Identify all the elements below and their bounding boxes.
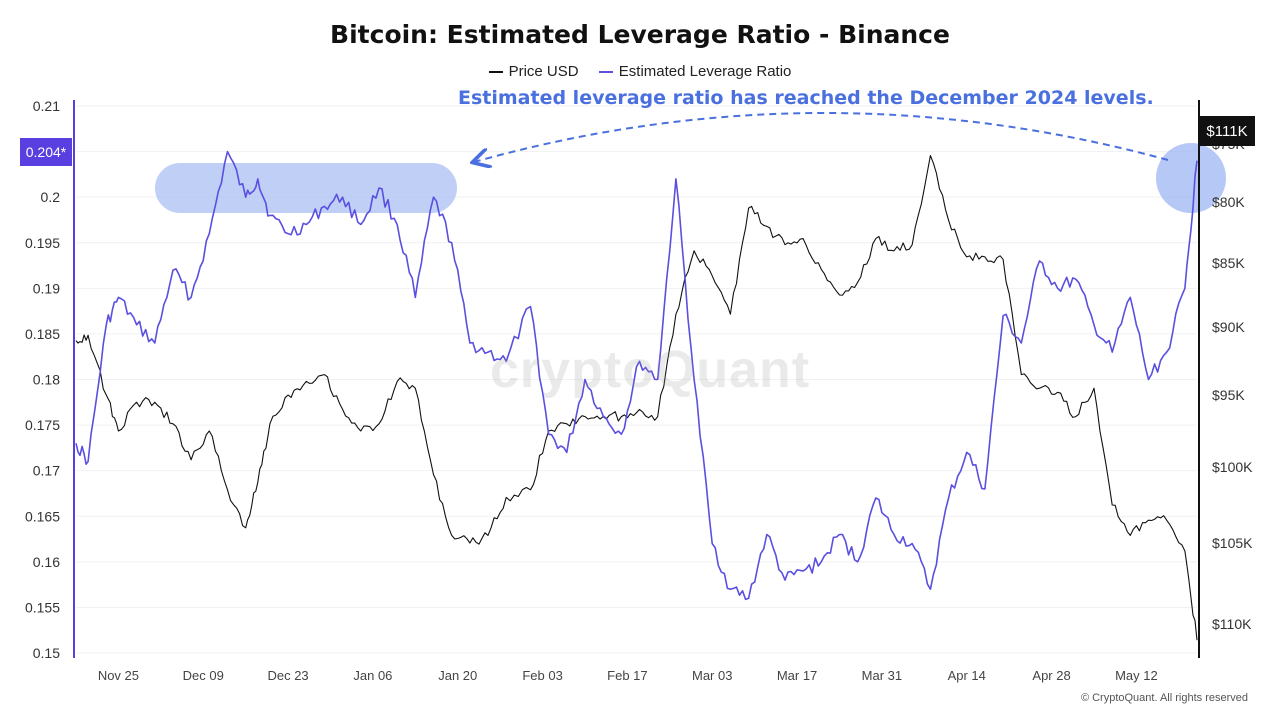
copyright-notice: © CryptoQuant. All rights reserved xyxy=(1080,692,1248,704)
x-tick-label: May 12 xyxy=(1115,668,1158,683)
x-tick-label: Jan 06 xyxy=(353,668,392,683)
left-tick-label: 0.155 xyxy=(25,599,60,615)
legend-swatch-price xyxy=(488,70,503,73)
x-tick-label: Mar 17 xyxy=(777,668,817,683)
series-line-leverage xyxy=(75,150,1198,601)
legend-item-price[interactable]: Price USD xyxy=(488,62,579,80)
annotation-arrow xyxy=(474,112,1169,162)
x-tick-label: Jan 20 xyxy=(438,668,477,683)
left-tick-label: 0.16 xyxy=(33,554,60,570)
series-line-price xyxy=(75,155,1198,641)
legend-item-leverage[interactable]: Estimated Leverage Ratio xyxy=(598,62,792,80)
x-tick-label: Dec 23 xyxy=(267,668,308,683)
legend: Price USD Estimated Leverage Ratio xyxy=(0,62,1280,80)
x-tick-label: Nov 25 xyxy=(98,668,139,683)
highlight-layer xyxy=(155,143,1226,213)
x-tick-label: Feb 03 xyxy=(522,668,562,683)
right-tick-label: $80K xyxy=(1212,194,1245,210)
right-tick-label: $85K xyxy=(1212,255,1245,271)
chart-title: Bitcoin: Estimated Leverage Ratio - Bina… xyxy=(330,20,950,49)
legend-label-price: Price USD xyxy=(508,62,579,80)
x-tick-label: Mar 03 xyxy=(692,668,732,683)
x-axis-ticks: Nov 25 Dec 09 Dec 23 Jan 06 Jan 20 Feb 03 Feb … xyxy=(98,668,1158,683)
right-tick-label: $100K xyxy=(1212,459,1253,475)
x-tick-label: Feb 17 xyxy=(607,668,647,683)
grid-layer xyxy=(76,105,1197,654)
annotation-text: Estimated leverage ratio has reached the… xyxy=(458,87,1154,109)
right-tick-label: $110K xyxy=(1212,616,1252,632)
right-tick-label: $95K xyxy=(1212,387,1245,403)
left-tick-label: 0.17 xyxy=(33,463,60,479)
x-tick-label: Apr 28 xyxy=(1032,668,1070,683)
price-current-value-badge: $111K xyxy=(1199,116,1255,146)
x-tick-label: Apr 14 xyxy=(948,668,986,683)
left-tick-label: 0.185 xyxy=(25,326,60,342)
x-tick-label: Mar 31 xyxy=(862,668,902,683)
current-level-highlight-circle xyxy=(1156,143,1226,213)
left-axis-ticks: 0.210.2050.20.1950.190.1850.180.1750.170… xyxy=(25,98,60,661)
legend-swatch-leverage xyxy=(598,70,613,73)
left-tick-label: 0.19 xyxy=(33,280,60,296)
series-layer xyxy=(75,150,1198,641)
annotation-layer xyxy=(474,112,1169,162)
right-axis-ticks: $110K$105K$100K$95K$90K$85K$80K$75K xyxy=(1212,136,1253,632)
left-tick-label: 0.2 xyxy=(41,189,61,205)
left-tick-label: 0.15 xyxy=(33,645,60,661)
left-tick-label: 0.165 xyxy=(25,508,60,524)
right-tick-label: $105K xyxy=(1212,535,1253,551)
december-2024-highlight-box xyxy=(155,163,457,213)
right-tick-label: $90K xyxy=(1212,319,1245,335)
axis-layer xyxy=(73,100,1200,658)
legend-label-leverage: Estimated Leverage Ratio xyxy=(618,62,792,80)
left-tick-label: 0.21 xyxy=(33,98,60,114)
left-tick-label: 0.175 xyxy=(25,417,60,433)
leverage-current-value-badge: 0.204* xyxy=(20,138,72,166)
left-tick-label: 0.195 xyxy=(25,235,60,251)
left-tick-label: 0.18 xyxy=(33,372,60,388)
watermark: cryptoQuant xyxy=(490,341,811,399)
x-tick-label: Dec 09 xyxy=(183,668,224,683)
